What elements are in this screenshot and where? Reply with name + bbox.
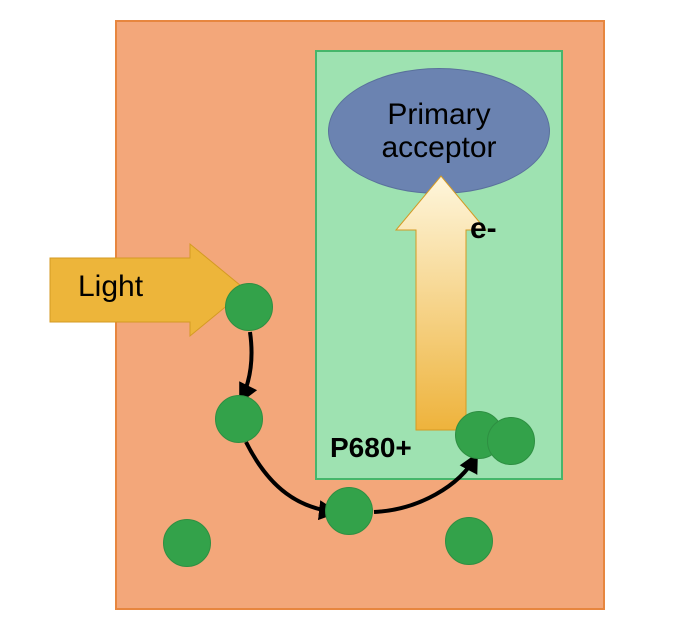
- light-label: Light: [78, 270, 143, 304]
- pigment-circle: [445, 517, 493, 565]
- pigment-circle: [225, 283, 273, 331]
- primary-acceptor-label: Primary acceptor: [381, 98, 496, 164]
- pigment-circle: [163, 519, 211, 567]
- pigment-circle: [215, 395, 263, 443]
- primary-acceptor-label-line2: acceptor: [381, 131, 496, 164]
- primary-acceptor-label-line1: Primary: [381, 98, 496, 131]
- pigment-circle: [487, 417, 535, 465]
- pigment-circle: [325, 487, 373, 535]
- diagram-stage: Primary acceptor Light e- P680+: [0, 0, 673, 628]
- electron-label: e-: [470, 212, 497, 246]
- p680-label: P680+: [330, 432, 412, 464]
- primary-acceptor-ellipse: Primary acceptor: [328, 68, 550, 194]
